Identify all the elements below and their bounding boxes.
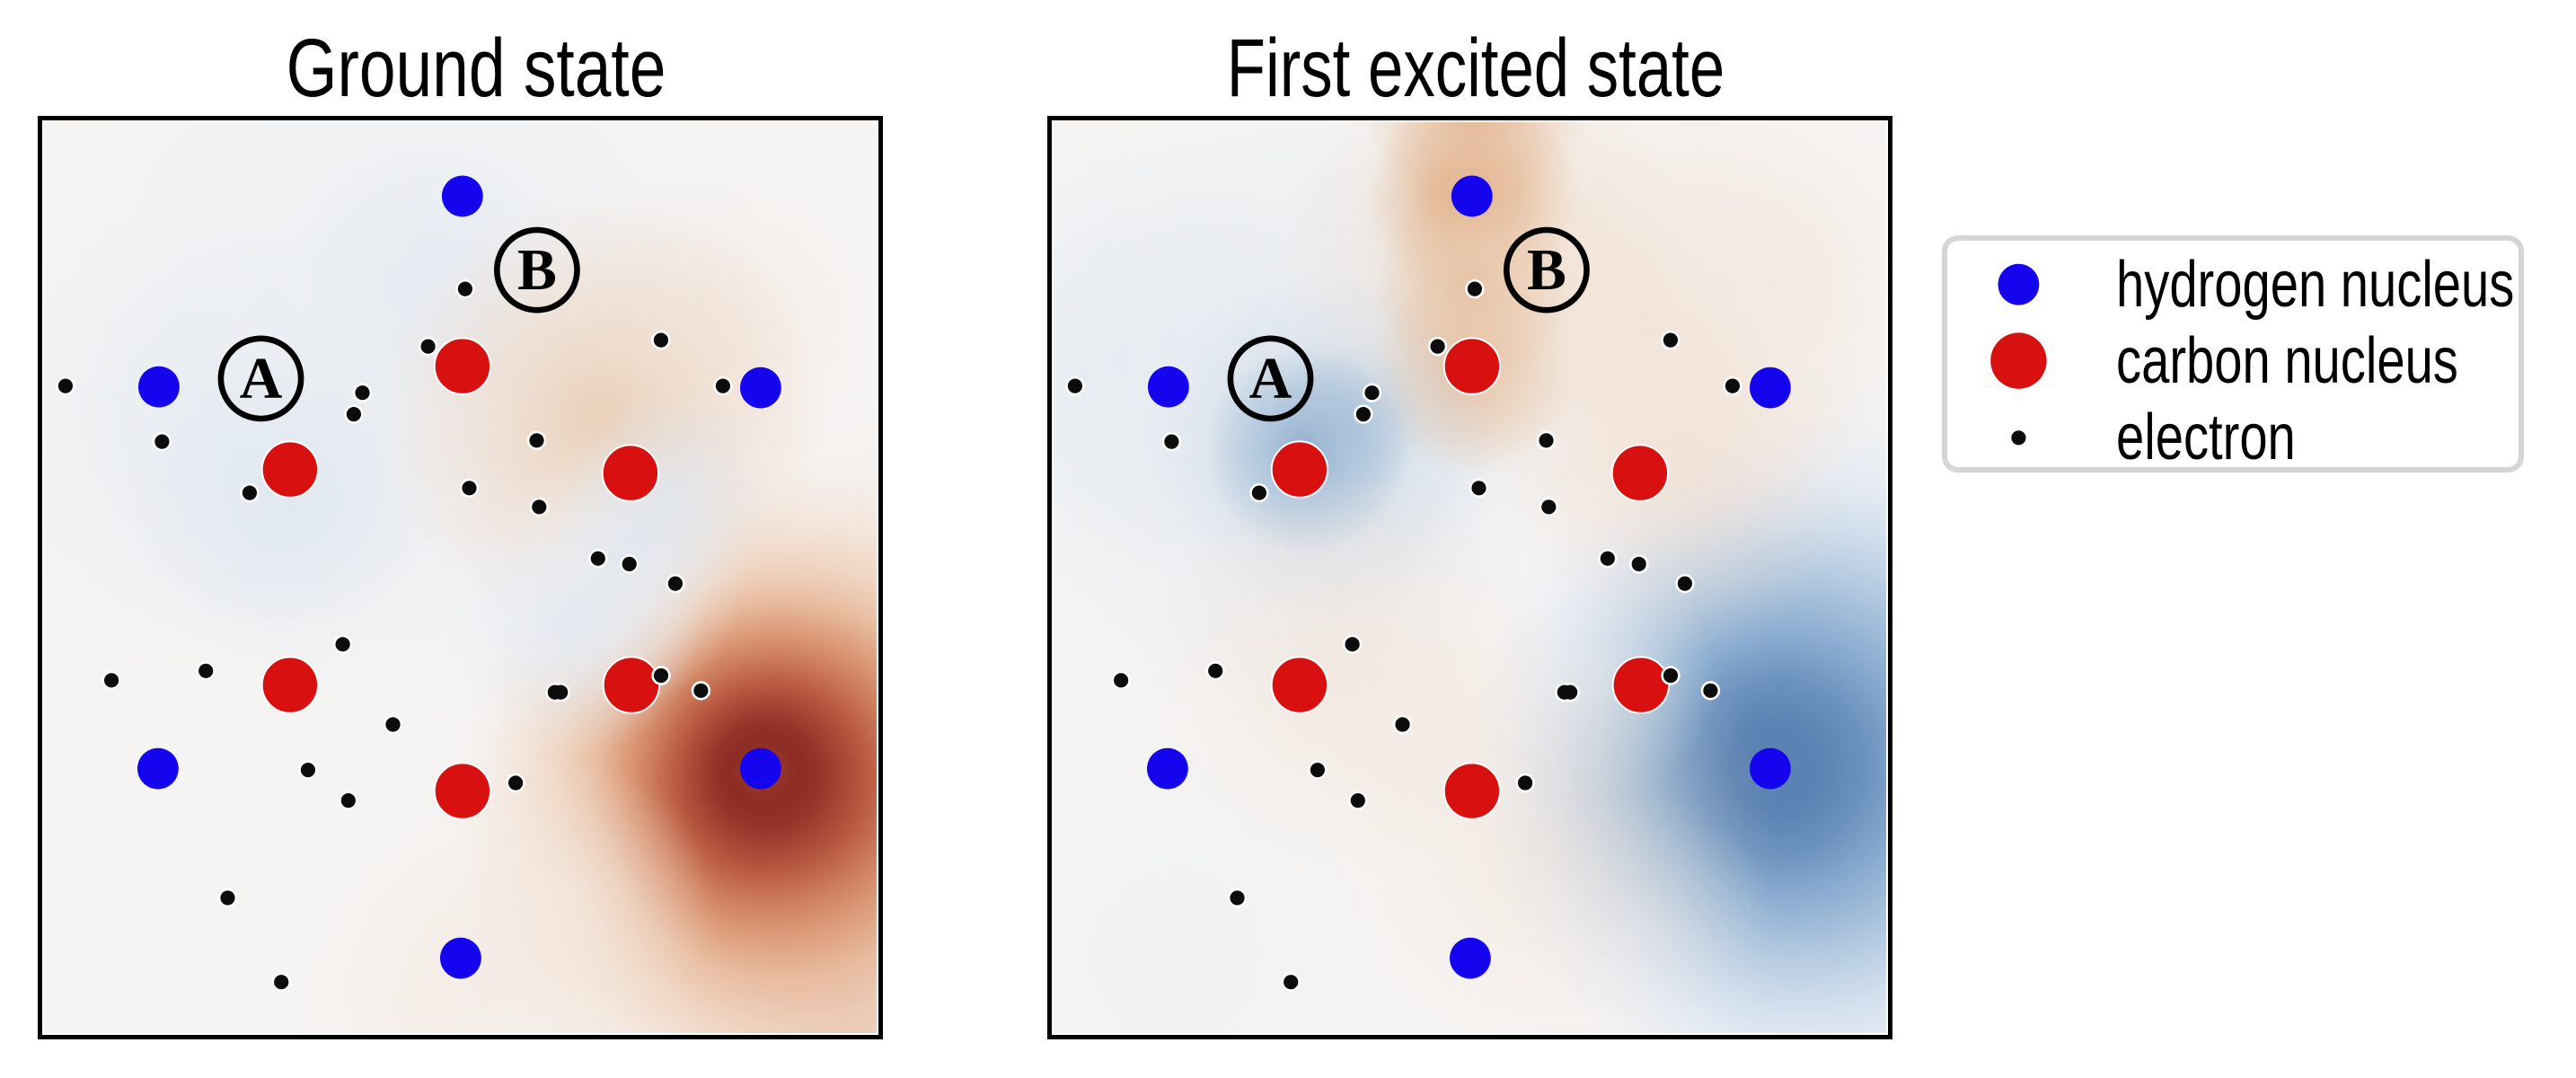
svg-text:A: A (1248, 346, 1292, 411)
svg-text:B: B (516, 237, 556, 303)
svg-text:A: A (239, 346, 282, 411)
svg-text:B: B (1527, 237, 1566, 303)
